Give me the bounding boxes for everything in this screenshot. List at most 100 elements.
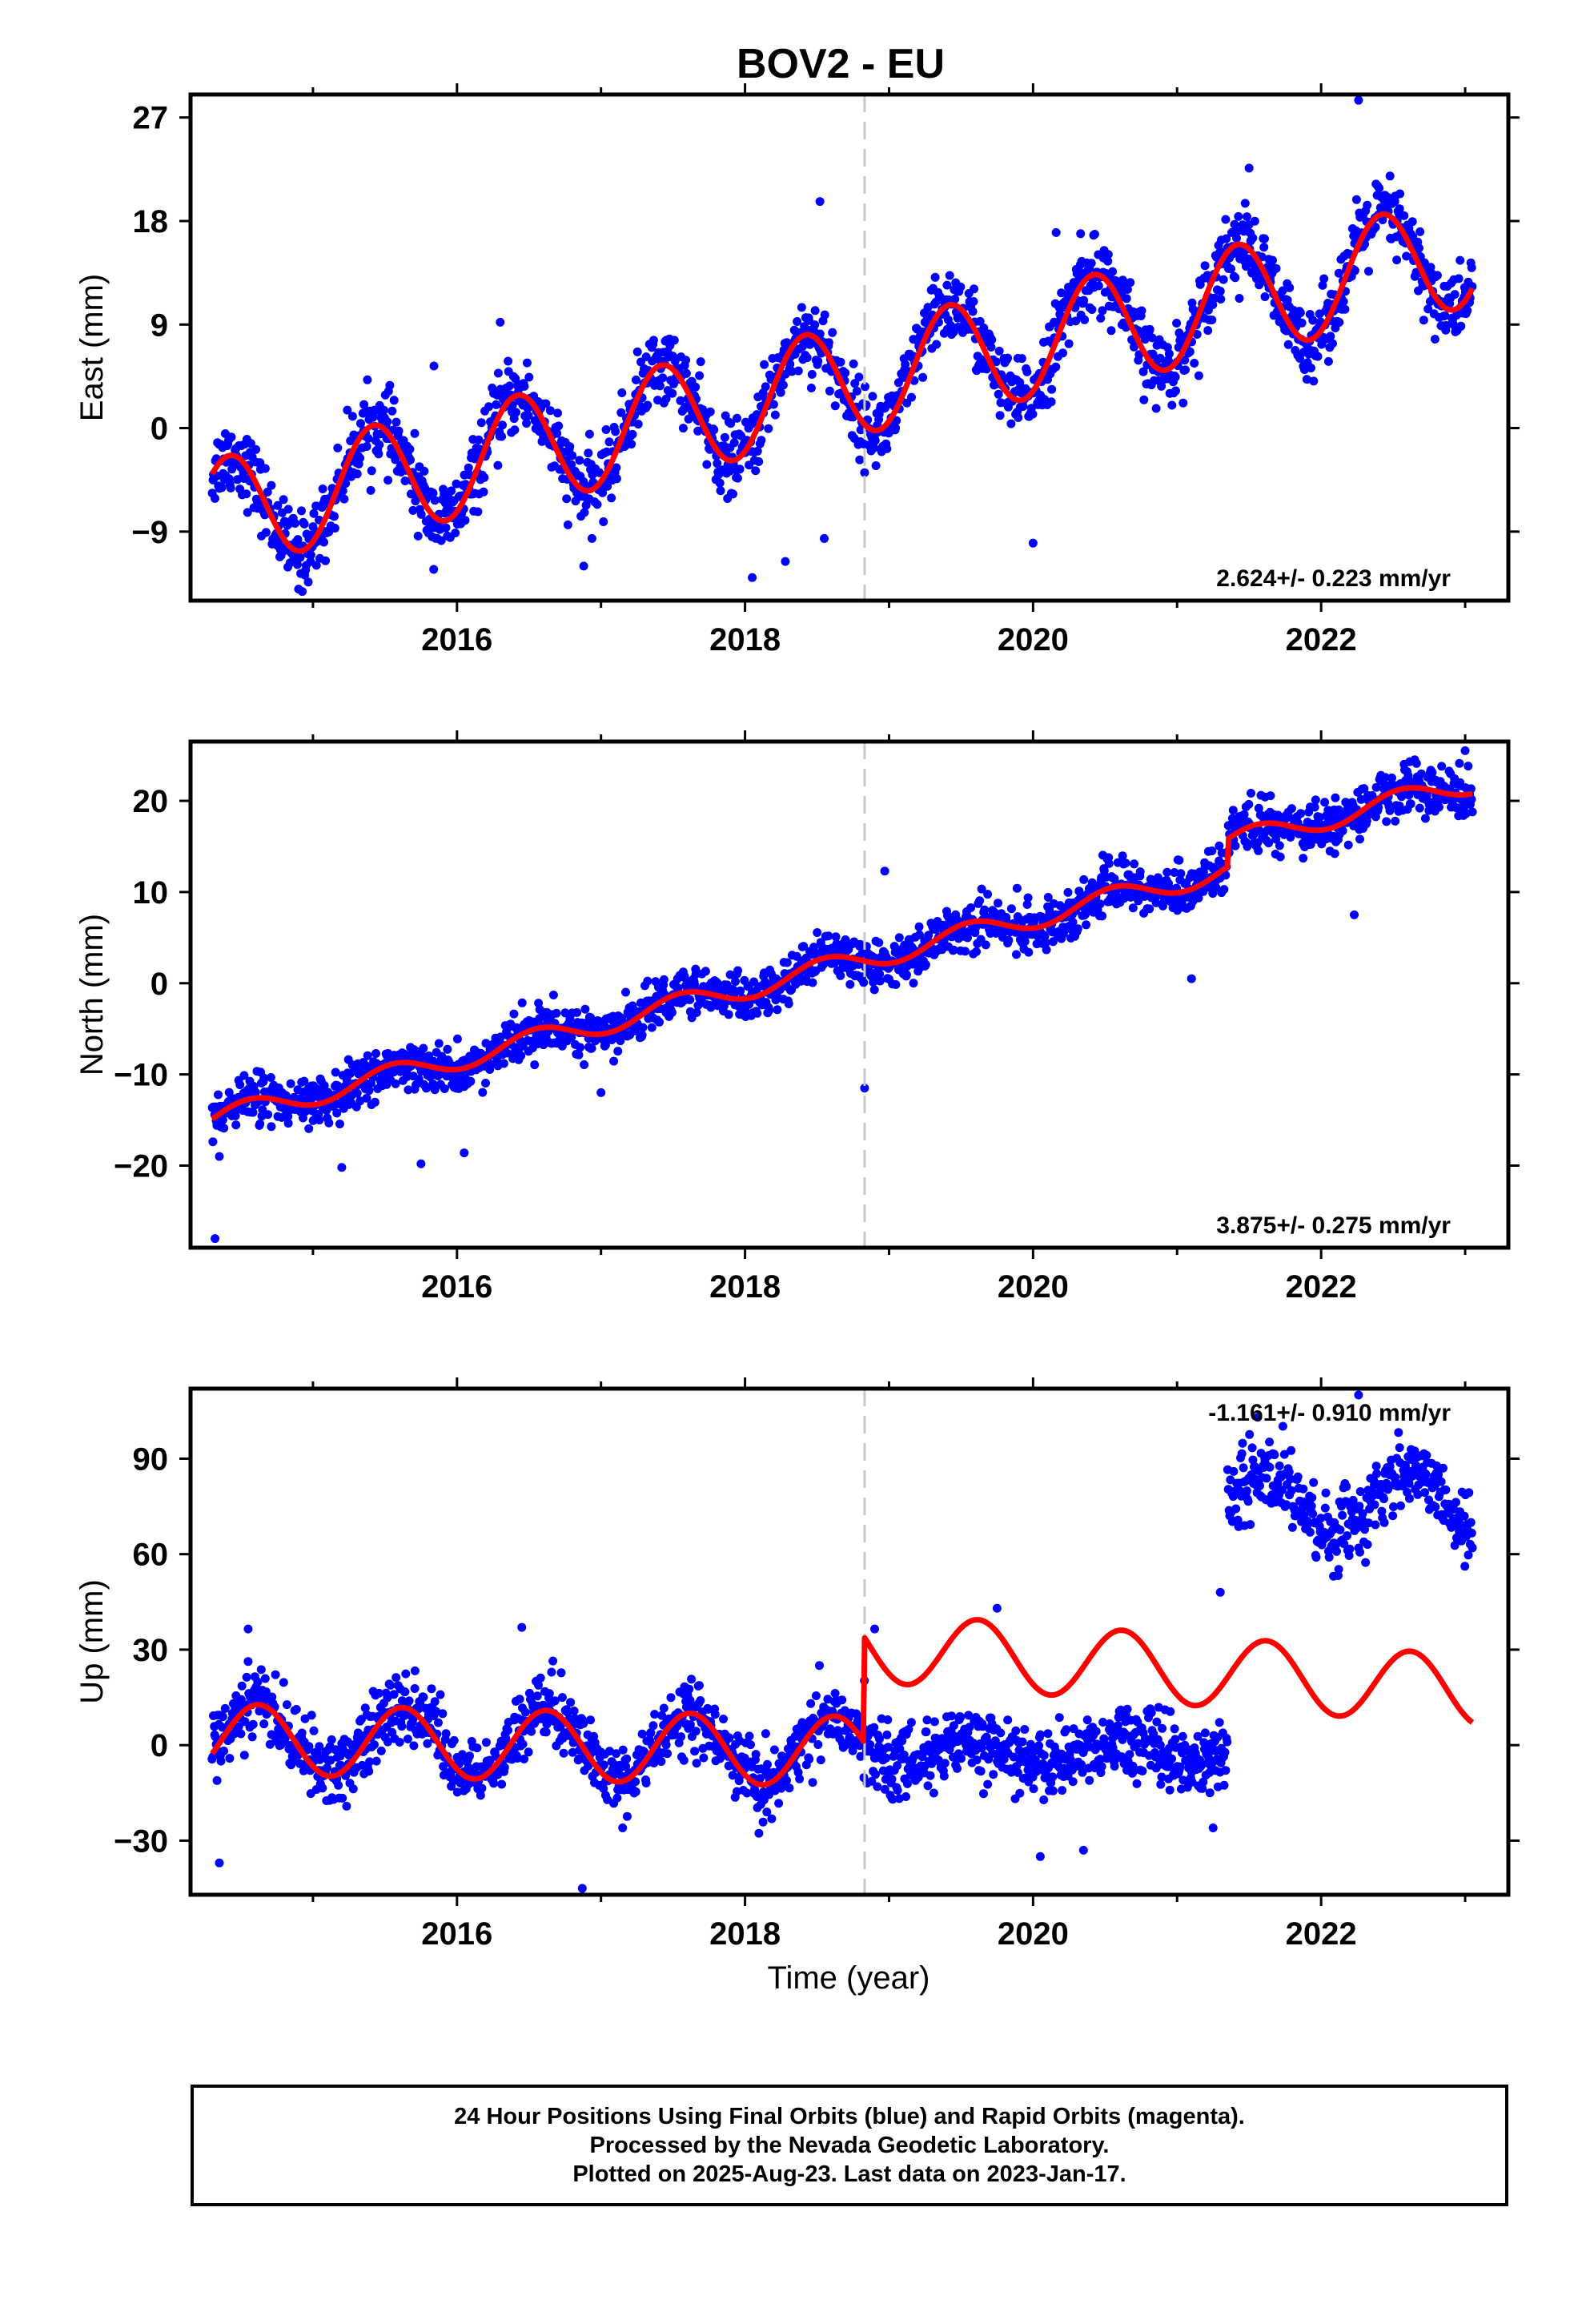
data-point [1435, 802, 1443, 812]
data-point [211, 493, 219, 503]
data-point [227, 432, 236, 442]
data-point [374, 1688, 383, 1698]
data-point [1022, 900, 1032, 909]
data-point [404, 1085, 413, 1095]
data-point [850, 379, 860, 388]
data-point [401, 1669, 411, 1679]
data-point [1275, 852, 1285, 862]
data-point [947, 1711, 956, 1721]
data-point [986, 343, 996, 352]
data-point [1456, 255, 1465, 265]
data-point [516, 1051, 526, 1060]
data-point [1145, 324, 1154, 334]
data-point [678, 424, 688, 433]
data-point [548, 1656, 558, 1666]
data-point [1130, 342, 1138, 352]
data-point [806, 384, 816, 392]
data-point [489, 1779, 499, 1788]
data-point [1219, 885, 1229, 895]
data-point [1080, 315, 1090, 324]
data-point [1221, 215, 1231, 224]
data-point [332, 1108, 342, 1118]
data-point [347, 412, 357, 421]
data-point [218, 1115, 227, 1124]
data-point [942, 280, 952, 290]
data-point [406, 455, 415, 464]
data-point [1313, 352, 1323, 361]
data-point [383, 476, 393, 485]
data-point [661, 1740, 671, 1750]
data-point [655, 1017, 664, 1027]
data-point [1403, 771, 1413, 780]
data-point [218, 1712, 227, 1722]
data-points [207, 1390, 1477, 1893]
data-point [319, 537, 328, 547]
data-point [1273, 810, 1283, 820]
data-point [1024, 947, 1034, 957]
data-point [706, 1003, 716, 1012]
data-point [465, 1751, 474, 1761]
data-point [1268, 255, 1277, 265]
data-point [725, 1733, 734, 1743]
data-point [271, 1670, 280, 1679]
data-point [618, 1745, 628, 1755]
data-point [825, 386, 834, 396]
data-point [887, 1775, 897, 1784]
data-point [1285, 283, 1295, 292]
data-point [1048, 937, 1058, 947]
data-point [1151, 898, 1161, 907]
data-point [416, 509, 426, 519]
data-point [875, 969, 885, 979]
data-point [1207, 846, 1217, 855]
data-point [587, 533, 596, 543]
data-point [1297, 318, 1307, 328]
data-point [362, 1093, 371, 1103]
data-point [307, 1711, 316, 1720]
data-point [242, 489, 251, 499]
data-point [595, 468, 604, 477]
x-tick-label: 2018 [709, 622, 781, 657]
data-point [283, 505, 293, 514]
data-point [208, 1137, 218, 1147]
data-point [371, 1049, 380, 1058]
data-point [565, 442, 575, 452]
data-point [526, 1036, 536, 1046]
data-point [1407, 217, 1417, 227]
data-point [580, 1060, 589, 1069]
data-point [391, 417, 401, 427]
data-point [568, 451, 577, 460]
data-point [550, 1696, 560, 1706]
data-point [362, 442, 371, 451]
data-point [856, 425, 865, 435]
data-point [218, 1723, 227, 1732]
data-point [541, 399, 551, 408]
data-point [1355, 834, 1364, 844]
outlier-point [294, 585, 303, 594]
data-point [983, 890, 993, 899]
data-point [566, 1698, 576, 1707]
data-point [414, 1074, 424, 1084]
data-point [385, 380, 395, 390]
data-point [1087, 305, 1097, 314]
data-point [753, 446, 762, 456]
data-point [716, 486, 725, 496]
data-point [563, 520, 572, 529]
x-tick-label: 2016 [421, 622, 492, 657]
data-point [628, 429, 637, 439]
y-tick-label: 0 [151, 412, 168, 447]
data-point [522, 358, 532, 368]
data-point [1228, 806, 1238, 815]
data-point [1380, 773, 1390, 782]
data-point [813, 1740, 823, 1749]
data-point [719, 1001, 729, 1011]
data-point [1335, 318, 1344, 327]
data-point [1415, 227, 1425, 236]
data-point [824, 338, 833, 348]
data-point [1098, 306, 1107, 316]
data-point [922, 1715, 932, 1725]
data-point [1367, 790, 1377, 800]
data-point [1371, 782, 1381, 792]
plot-frame [188, 92, 1511, 603]
data-point [327, 1735, 336, 1744]
outlier-point [579, 561, 588, 571]
